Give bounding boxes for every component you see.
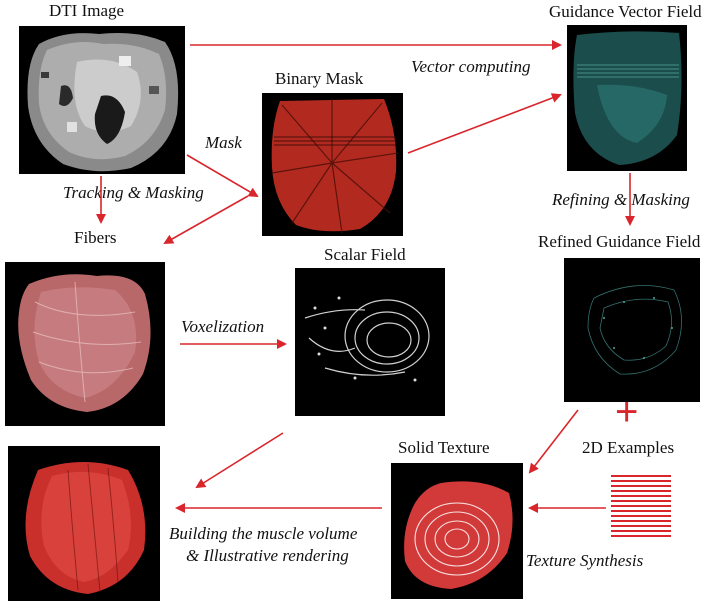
examples-2d-title: 2D Examples bbox=[582, 438, 675, 457]
dti-image-graphic bbox=[27, 33, 179, 172]
arrow-mask-to-fibers bbox=[163, 195, 249, 244]
mask-label: Mask bbox=[205, 133, 242, 152]
muscle-volume-panel bbox=[8, 446, 160, 601]
texture-synthesis-label: Texture Synthesis bbox=[526, 551, 644, 570]
arrow-dti-to-mask bbox=[186, 154, 259, 198]
arrow-refined-to-solid bbox=[528, 409, 579, 474]
vector-computing-label: Vector computing bbox=[411, 57, 531, 76]
refined-guidance-field-panel bbox=[564, 258, 700, 402]
scalar-field-graphic bbox=[304, 296, 430, 382]
voxelization-label: Voxelization bbox=[181, 317, 265, 336]
arrow-scalar-to-volume bbox=[195, 432, 284, 489]
building-label-line2: & Illustrative rendering bbox=[186, 546, 349, 565]
refined-guidance-field-graphic bbox=[587, 285, 682, 375]
guidance-vector-field-title: Guidance Vector Field bbox=[549, 2, 702, 21]
muscle-volume-graphic bbox=[25, 462, 146, 594]
arrow-mask-to-guidance bbox=[407, 93, 562, 154]
scalar-field-panel bbox=[295, 268, 445, 416]
fibers-title: Fibers bbox=[74, 228, 117, 247]
dti-image-title: DTI Image bbox=[49, 1, 125, 20]
refined-guidance-field-title: Refined Guidance Field bbox=[538, 232, 701, 251]
scalar-field-title: Scalar Field bbox=[324, 245, 406, 264]
guidance-vector-field-graphic bbox=[573, 31, 682, 166]
solid-texture-title: Solid Texture bbox=[398, 438, 490, 457]
binary-mask-title: Binary Mask bbox=[275, 69, 364, 88]
refining-masking-label: Refining & Masking bbox=[552, 190, 690, 209]
solid-texture-panel bbox=[391, 463, 523, 599]
binary-mask-panel bbox=[262, 93, 403, 236]
fibers-graphic bbox=[18, 274, 151, 412]
dti-image-panel bbox=[19, 26, 185, 174]
guidance-vector-field-panel bbox=[567, 25, 687, 171]
examples-2d-swatch bbox=[611, 475, 671, 537]
tracking-masking-label: Tracking & Masking bbox=[63, 183, 204, 202]
plus-icon: + bbox=[615, 390, 639, 434]
building-label-line1: Building the muscle volume bbox=[169, 524, 358, 543]
binary-mask-graphic bbox=[271, 99, 399, 234]
solid-texture-graphic bbox=[404, 481, 513, 589]
fibers-panel bbox=[5, 262, 165, 426]
